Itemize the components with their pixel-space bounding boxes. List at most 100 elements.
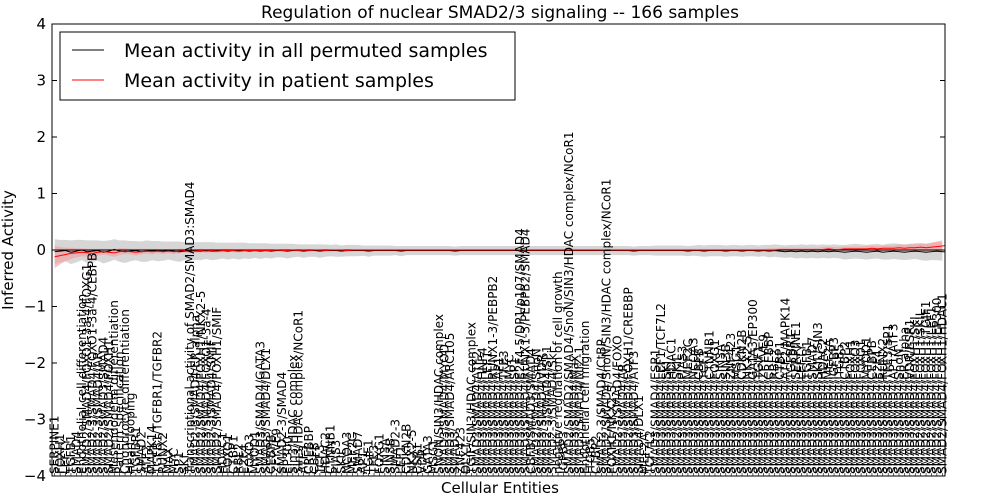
x-tick-label: SMAD3/SMAD4/LEF1: [481, 351, 495, 474]
x-tick-label: NCOA3: [340, 432, 354, 474]
x-tick-label: SMAD3/SMAD4/MEF2A: [822, 338, 836, 474]
x-tick-label: SMAD3/SMAD4/Max: [567, 355, 581, 474]
x-tick-label: SMAD3/SMAD4/TCF3: [697, 350, 711, 474]
x-tick-label: DLX1: [459, 442, 473, 474]
x-tick-label: SMAD3/SMAD4/MYOD: [437, 344, 451, 474]
x-tick-label: SMAD2: [134, 431, 148, 474]
x-tick-label: SMAD3/SMAD4/MYC: [502, 354, 516, 474]
x-tick-label: FOXO3: [243, 434, 257, 474]
x-axis-label: Cellular Entities: [441, 479, 559, 497]
x-tick-label: SMAD2-3/SMAD4/SP1: [540, 345, 554, 474]
x-tick-label: Endothelial cell differentiation: [75, 294, 89, 474]
x-tick-label: SMAD2/SMAD4/SnoN/SIN3/HDAC complex/NCoR1: [600, 179, 614, 474]
x-tick-label: SMAD3/SMAD4/FOXG1: [708, 339, 722, 474]
x-tick-label: SMAD3/SMAD4/CTBP1: [773, 341, 787, 474]
x-tick-label: SMAD3/SMAD4/TGIF1: [751, 345, 765, 474]
x-tick-label: Heart looping: [123, 393, 137, 474]
x-tick-label: SMAD3/SMAD4/FOXO3: [849, 340, 863, 474]
x-tick-label: ATF2: [140, 445, 154, 474]
series-lines: [54, 244, 945, 258]
x-tick-label: MSG1: [427, 439, 441, 474]
x-tick-label: SMAD3/SMAD4/AR: [616, 363, 630, 474]
patient-mean-line: [54, 244, 945, 258]
x-tick-label: SMAD4: [69, 431, 83, 474]
x-tick-label: SMAD2/SMAD4/FOXH1/CREBBP: [621, 287, 635, 474]
x-tick-label: SMAD2-3/SMAD4/ER alpha: [188, 315, 202, 474]
x-tick-label: FOXO1: [221, 434, 235, 474]
x-tick-label: TGIF1: [362, 439, 376, 475]
x-tick-label: LEFTY: [59, 438, 73, 474]
x-tick-label: CTBP2: [589, 435, 603, 474]
x-tick-label: Sin3/HDAC complex/NCoR1: [291, 310, 305, 474]
x-tick-label: SMAD3/SMAD4/SMAD7: [805, 337, 819, 474]
x-tick-label: SMAD3/SMAD4/ITGB5: [832, 344, 846, 474]
x-tick-label: CDKN2B: [399, 424, 413, 474]
x-tick-label: SMAD3/SMAD4/RUNX1-3/PEBPB2/SMAD4: [519, 229, 533, 474]
x-tick-label: VDR: [416, 448, 430, 474]
y-tick-label: −1: [24, 298, 46, 316]
y-tick-label: −2: [24, 354, 46, 372]
x-tick-label: SERPINE1: [48, 415, 62, 474]
x-tick-label: SMAD3/SMAD4/ZNF423: [724, 333, 738, 474]
x-tick-label: FOXH1: [53, 434, 67, 474]
x-tick-label: SMAD3/SMAD4/CREBBP: [762, 332, 776, 474]
x-tick-label: SMAD3/SMAD4/RBL2: [768, 349, 782, 474]
x-tick-label: SMAD2/SMAD3/SMAD4: [96, 337, 110, 474]
x-tick-label: SMAD2/SMAD4/FOXH1/EP300: [930, 298, 944, 474]
x-tick-label: SMAD3/SMAD4/PIAS3: [676, 346, 690, 474]
x-tick-label: SMAD2/SMAD4/SKIL: [670, 354, 684, 474]
x-tick-label: SMAD3/SMAD4/LEFTY: [795, 344, 809, 474]
x-tick-label: SMAD3/SMAD4/GATA3/EP300: [746, 299, 760, 474]
x-tick-label: TCF7L2: [643, 430, 657, 475]
x-tick-label: SMAD3/SMAD4/SIN3A: [713, 343, 727, 474]
x-tick-label: CBFB: [307, 442, 321, 474]
x-tick-label: SMAD3/SMAD4/SP1: [508, 357, 522, 474]
x-tick-label: MEF2C: [345, 433, 359, 474]
x-tick-label: SMAD3/SMAD4/RUNX2: [876, 338, 890, 474]
y-tick-label: 3: [36, 72, 46, 90]
x-tick-label: SMAD2/SMAD4/FOXH1/LEF1: [924, 306, 938, 474]
x-tick-label: PIAS3: [329, 440, 343, 474]
x-tick-label: SMAD3/SMAD4/TGFB1: [800, 340, 814, 474]
x-tick-label: SP1: [172, 451, 186, 474]
x-tick-label: SMAD2/SMAD4/FOXO1-3a-4/FOXG1: [80, 264, 94, 474]
x-tick-label: SMAD3/SMAD4/NKX2-5: [740, 335, 754, 474]
x-tick-label: ZNF423: [454, 427, 468, 474]
x-tick-label: Endothelial cell migration: [578, 321, 592, 474]
x-tick-label: SMAD3/SMAD4/ATF2/MAPK14: [778, 298, 792, 474]
x-tick-label: SMAD3/SMAD4/SERPINE1: [789, 321, 803, 474]
x-tick-label: SMAD3/SMAD4/ATF2: [470, 351, 484, 474]
y-tick-label: 0: [36, 241, 46, 259]
legend-patient-label: Mean activity in patient samples: [124, 70, 434, 92]
x-tick-label: SMAD3/SMAD4/GATA3: [253, 341, 267, 474]
y-tick-label: 2: [36, 128, 46, 146]
legend-box: [59, 31, 516, 101]
y-tick-label: 4: [36, 15, 46, 33]
x-tick-label: SMAD2/SMAD4/SnoN: [529, 348, 543, 474]
x-tick-label: SKI: [178, 455, 192, 474]
x-tick-label: SMAD2/SMAD4/FOXH1/NKX2-5: [194, 291, 208, 474]
x-tick-label: SMAD3/SMAD4/MEF2C: [681, 339, 695, 474]
x-tick-label: SMAD3/SMAD4/FOXO1: [854, 340, 868, 474]
x-tick-label: TFE3: [367, 445, 381, 475]
x-tick-label: SMAD3/SMAD4/LEF1/TCF7L2: [654, 303, 668, 474]
x-tick-label: SMAD3/SMAD4/IGFBP3: [827, 337, 841, 474]
x-tick-label: SMAD3/SMAD4/SKI: [659, 361, 673, 474]
y-axis-label: Inferred Activity: [0, 190, 17, 310]
x-tick-label: SMAD2/SMAD4/FOXH1/HDAC1: [935, 293, 949, 474]
x-tick-label: SKIL: [335, 448, 349, 474]
x-tick-label: SMAD2-3: [389, 419, 403, 474]
x-tick-label: SMAD2-3/SMAD4/AR: [91, 351, 105, 474]
x-tick-label: SMAD3/SMAD4/AP1: [492, 357, 506, 474]
x-tick-label: LEF1: [394, 445, 408, 474]
x-tick-label: CBFB/SMAD3/SMAD4: [524, 348, 538, 474]
x-tick-label: SMAD3/SMAD4/HDAC1: [665, 338, 679, 474]
x-tick-label: negative regulation of cell growth: [551, 271, 565, 474]
x-tick-label: Pattern specification: [113, 351, 127, 474]
x-tick-label: SMAD3/SMAD4/VDR: [535, 354, 549, 474]
x-tick-label: SIN3A: [378, 437, 392, 474]
x-tick-label: E2F4: [237, 444, 251, 474]
x-tick-label: FOXG1: [372, 433, 386, 474]
x-tick-label: SMAD2-3/SMAD4/CtBP: [594, 339, 608, 474]
